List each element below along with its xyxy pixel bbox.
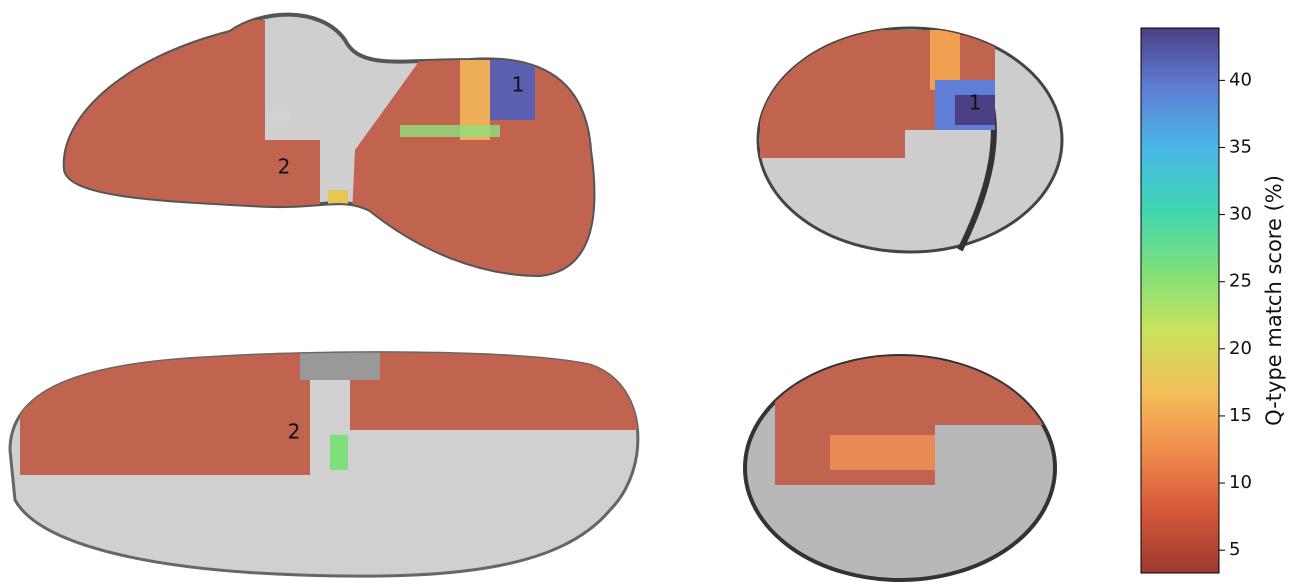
tick-label: 40	[1229, 69, 1252, 90]
tick-label: 15	[1229, 405, 1252, 426]
annotation: 1	[512, 73, 525, 97]
colorbar-fill	[1140, 27, 1220, 574]
asteroid-view: 2	[8, 351, 640, 578]
tick-label: 5	[1229, 539, 1240, 560]
annotation: 2	[278, 155, 291, 179]
colorbar: 5 10 15 20 25 30 35 40 Q-type match score (%)	[1140, 27, 1286, 574]
tick-label: 20	[1229, 338, 1252, 359]
annotation: 1	[969, 91, 982, 115]
asteroid-view	[743, 354, 1057, 582]
tick-label: 25	[1229, 271, 1252, 292]
asteroid-view: 1	[756, 26, 1064, 254]
tick-label: 30	[1229, 204, 1252, 225]
annotation: 2	[288, 420, 301, 444]
tick-label: 35	[1229, 136, 1252, 157]
asteroid-view: 1 2	[62, 12, 596, 278]
tick-label: 10	[1229, 472, 1252, 493]
colorbar-label: Q-type match score (%)	[1262, 175, 1286, 426]
